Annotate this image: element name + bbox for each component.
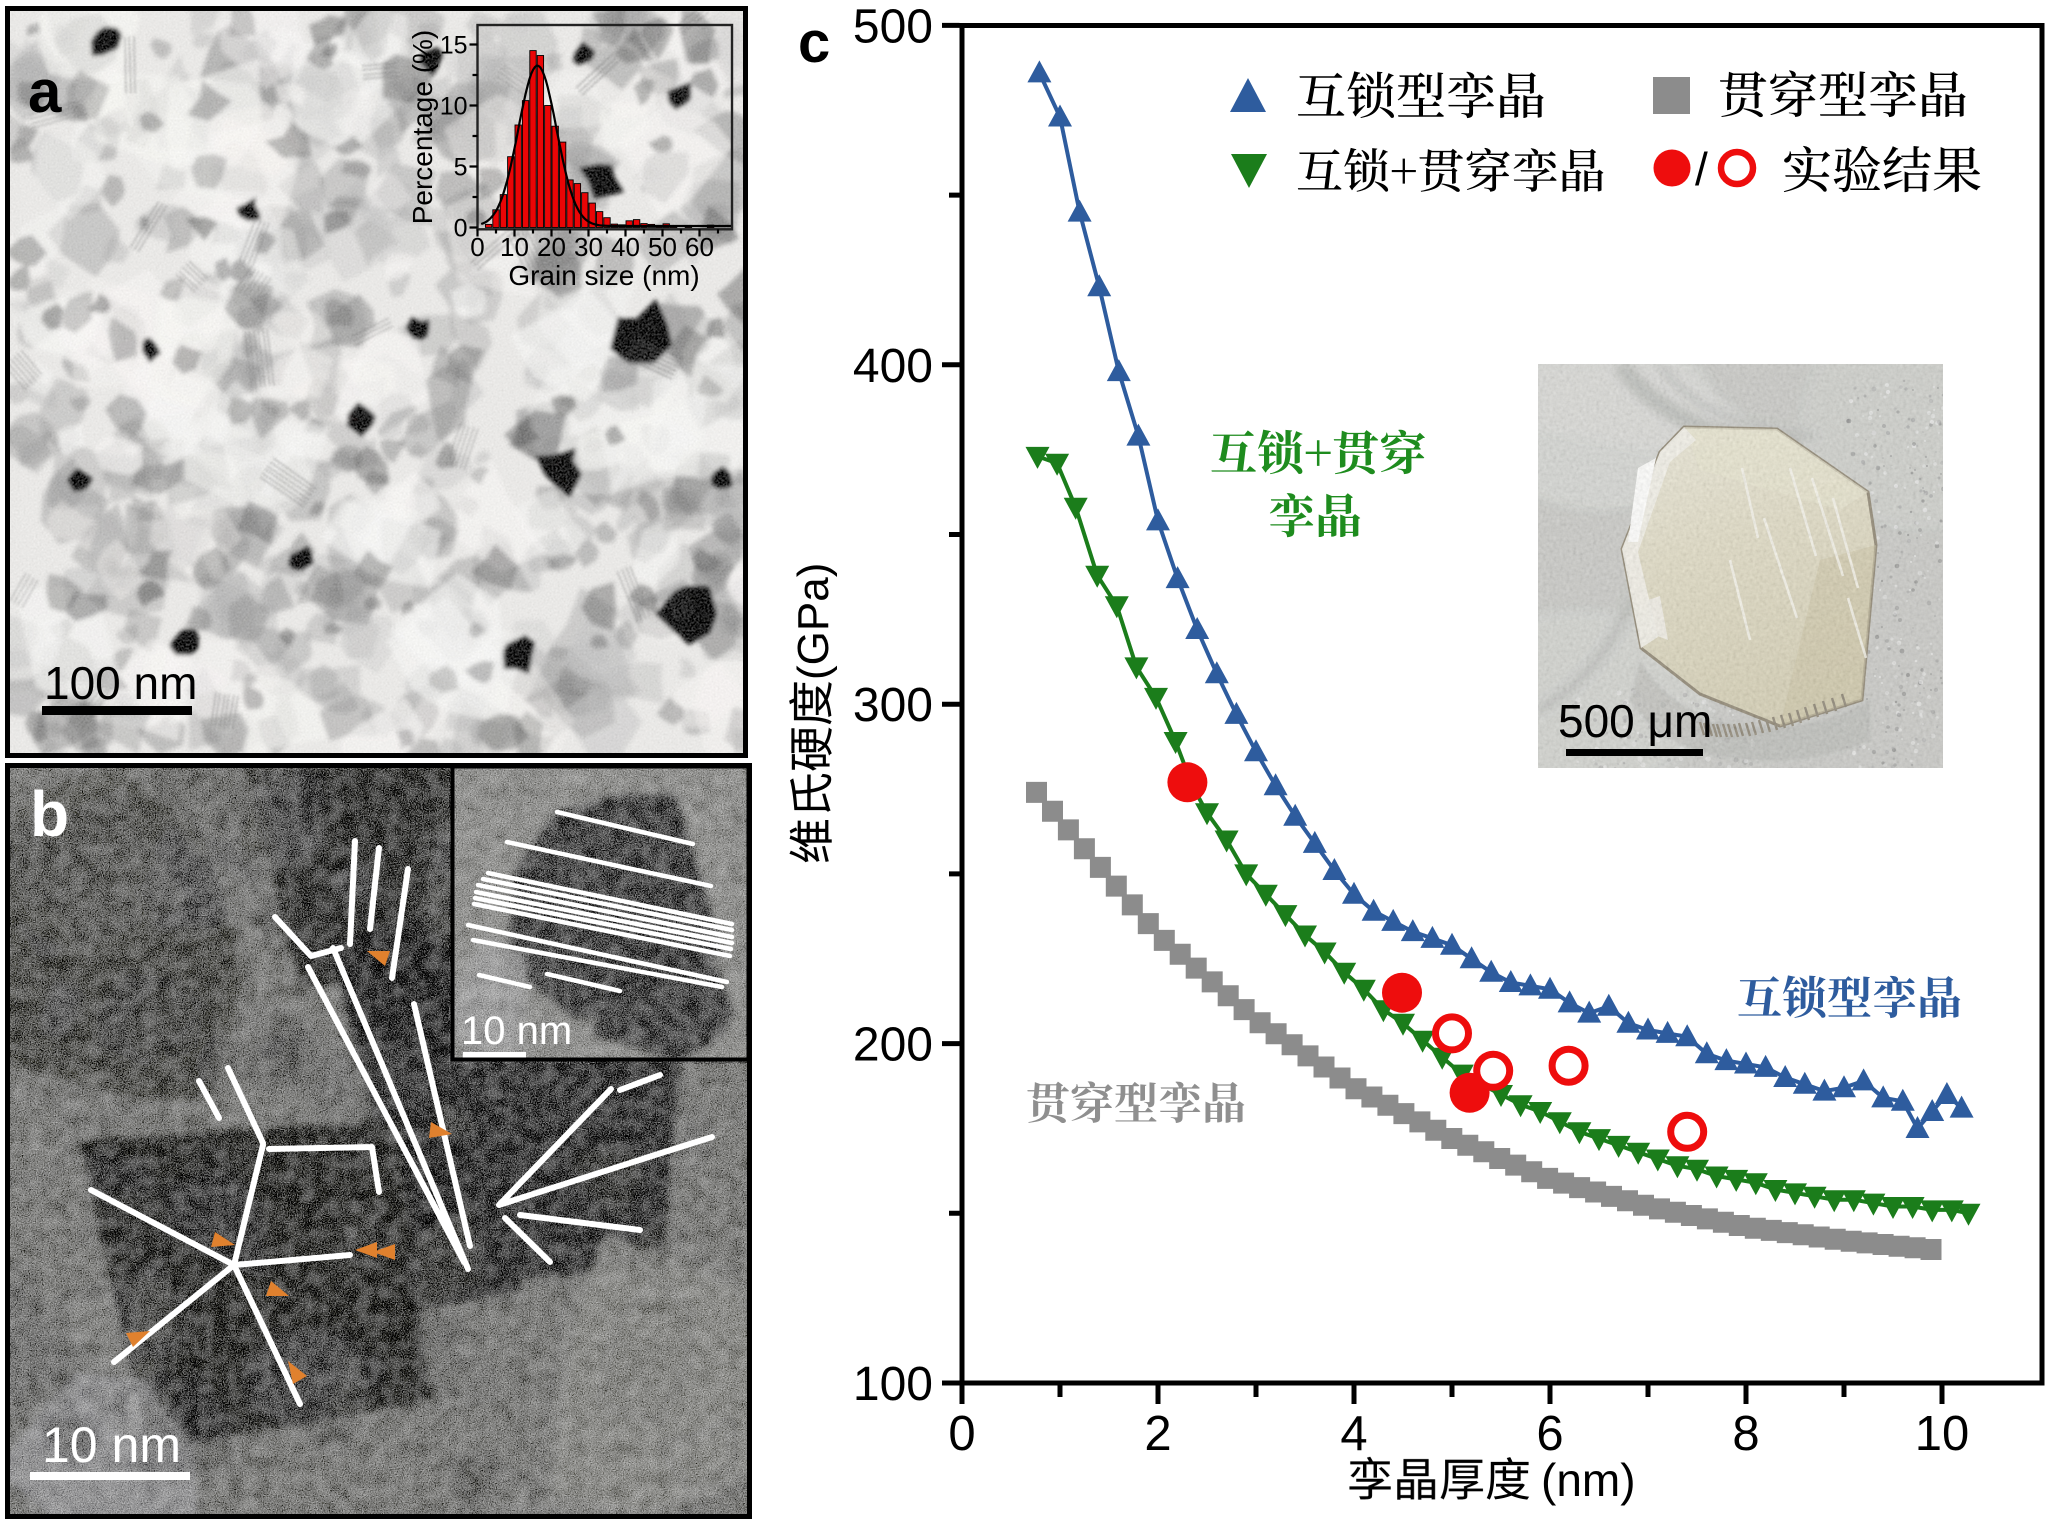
svg-text:8: 8 <box>1732 1407 1759 1461</box>
svg-text:0: 0 <box>470 232 484 262</box>
svg-text:200: 200 <box>853 1019 933 1072</box>
svg-text:c: c <box>798 10 830 75</box>
svg-text:/: / <box>1695 143 1708 195</box>
svg-text:500: 500 <box>853 0 933 53</box>
svg-text:20: 20 <box>537 232 566 262</box>
svg-text:400: 400 <box>853 340 933 393</box>
svg-text:a: a <box>28 58 62 125</box>
svg-text:40: 40 <box>611 232 640 262</box>
svg-text:Percentage (%): Percentage (%) <box>407 30 438 225</box>
svg-text:100: 100 <box>853 1358 933 1411</box>
svg-text:2: 2 <box>1144 1407 1171 1461</box>
svg-text:6: 6 <box>1536 1407 1563 1461</box>
svg-text:10: 10 <box>440 93 468 121</box>
svg-text:b: b <box>30 778 69 850</box>
svg-text:300: 300 <box>853 679 933 732</box>
svg-text:15: 15 <box>440 32 468 60</box>
svg-text:(nm): (nm) <box>1541 1454 1636 1506</box>
svg-text:500 μm: 500 μm <box>1558 695 1712 747</box>
svg-text:(GPa): (GPa) <box>789 563 838 680</box>
svg-text:10: 10 <box>1915 1407 1970 1461</box>
svg-text:10: 10 <box>500 232 529 262</box>
svg-text:10 nm: 10 nm <box>461 1009 572 1053</box>
svg-text:50: 50 <box>648 232 677 262</box>
svg-text:0: 0 <box>948 1407 975 1461</box>
svg-text:60: 60 <box>685 232 714 262</box>
svg-text:4: 4 <box>1340 1407 1367 1461</box>
svg-text:10 nm: 10 nm <box>42 1417 181 1473</box>
svg-text:100 nm: 100 nm <box>44 657 197 709</box>
svg-text:Grain size (nm): Grain size (nm) <box>508 260 699 291</box>
svg-text:5: 5 <box>454 154 468 182</box>
svg-text:0: 0 <box>454 215 468 243</box>
svg-text:30: 30 <box>574 232 603 262</box>
